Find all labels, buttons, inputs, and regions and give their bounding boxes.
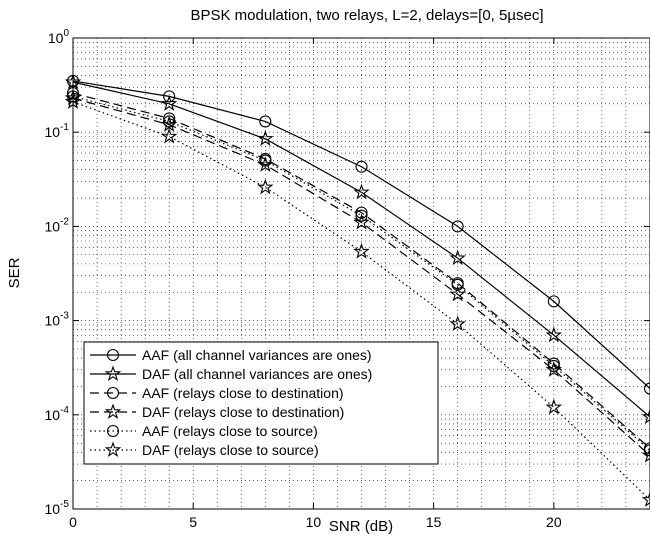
legend-label: DAF (all channel variances are ones)	[142, 366, 372, 382]
data-point-star	[257, 178, 274, 195]
data-point-star	[353, 242, 370, 259]
x-tick-label: 20	[546, 514, 562, 530]
data-point-star	[160, 95, 178, 111]
legend-label: AAF (all channel variances are ones)	[142, 347, 372, 363]
x-axis-ticks: 0 5 10 15 20	[69, 38, 562, 530]
legend-marker-circle	[106, 386, 120, 400]
x-tick-label: 10	[306, 514, 322, 530]
data-point-circle	[259, 154, 272, 167]
data-point-circle	[259, 115, 272, 128]
data-point-star	[641, 491, 650, 507]
chart-title: BPSK modulation, two relays, L=2, delays…	[191, 7, 544, 24]
legend-label: AAF (relays close to destination)	[142, 385, 344, 401]
x-axis-label: SNR (dB)	[329, 518, 393, 535]
y-tick-label: 10-2	[45, 216, 70, 234]
x-tick-label: 15	[426, 514, 442, 530]
y-tick-label: 10-3	[45, 311, 70, 329]
y-tick-label: 10-1	[45, 122, 70, 140]
legend-marker-star	[104, 365, 122, 382]
y-tick-label: 100	[48, 28, 70, 46]
series-line	[72, 81, 650, 418]
legend-label: DAF (relays close to source)	[142, 442, 319, 458]
data-point-star	[257, 130, 274, 146]
data-point-star	[545, 398, 563, 415]
y-tick-label: 10-5	[45, 499, 70, 517]
plot-frame	[72, 37, 650, 510]
data-point-star	[545, 326, 563, 343]
legend-label: AAF (relays close to source)	[142, 423, 318, 439]
data-point-circle	[355, 206, 368, 219]
data-point-circle	[547, 359, 560, 373]
data-point-star	[160, 127, 178, 144]
data-point-circle	[163, 90, 176, 103]
x-tick-label: 0	[69, 514, 77, 530]
data-point-circle	[547, 295, 560, 308]
series-6	[64, 93, 650, 507]
series-line	[72, 97, 650, 456]
y-tick-label: 10-4	[45, 405, 70, 423]
data-point-star	[449, 315, 466, 332]
data-point-circle	[643, 382, 650, 395]
series-line	[72, 95, 650, 451]
data-point-star	[353, 213, 370, 230]
data-point-circle	[163, 115, 176, 128]
legend: AAF (all channel variances are ones) DAF …	[83, 341, 439, 465]
data-point-circle	[643, 444, 650, 457]
data-point-circle	[355, 160, 368, 173]
data-point-circle	[451, 278, 464, 291]
y-axis-label: SER	[6, 257, 23, 288]
series-layer	[64, 73, 650, 507]
legend-marker-circle	[106, 348, 120, 362]
data-point-star	[353, 183, 370, 200]
legend-box	[83, 341, 439, 465]
legend-marker-star	[104, 403, 122, 420]
legend-marker-circle	[106, 424, 120, 438]
data-point-star	[449, 285, 466, 302]
data-point-star	[449, 249, 466, 266]
legend-marker-star	[104, 441, 122, 458]
x-tick-label: 5	[189, 514, 197, 530]
series-5	[66, 90, 650, 457]
data-point-circle	[355, 209, 368, 222]
legend-label: DAF (relays close to destination)	[142, 404, 344, 420]
y-axis-ticks: 10-5 10-4 10-3 10-2 10-1 100	[45, 28, 650, 517]
data-point-circle	[163, 112, 176, 125]
data-point-circle	[451, 220, 464, 233]
